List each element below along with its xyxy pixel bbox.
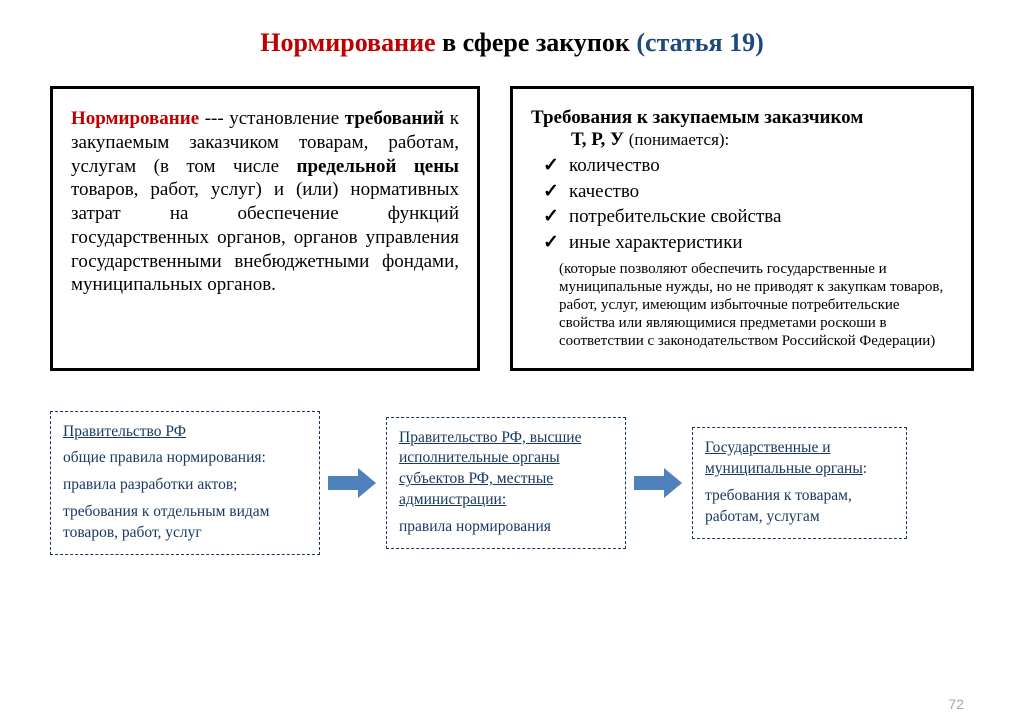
definition-lead: Нормирование <box>71 108 199 129</box>
requirements-list: количество качество потребительские свой… <box>531 153 953 256</box>
flow-box-2-title: Правительство РФ, высшие исполнительные … <box>399 429 581 509</box>
flow-box-1-line: общие правила нормирования: <box>63 449 266 466</box>
list-item: качество <box>541 179 953 205</box>
definition-text: Нормирование --- установление требований… <box>71 107 459 297</box>
list-item: иные характеристики <box>541 230 953 256</box>
flow-row: Правительство РФ общие правила нормирова… <box>50 411 974 556</box>
flow-box-2: Правительство РФ, высшие исполнительные … <box>386 417 626 550</box>
top-row: Нормирование --- установление требований… <box>50 86 974 371</box>
title-blue: (статья 19) <box>636 28 763 57</box>
page-number: 72 <box>948 696 964 712</box>
requirements-box: Требования к закупаемым заказчиком Т, Р,… <box>510 86 974 371</box>
definition-box: Нормирование --- установление требований… <box>50 86 480 371</box>
arrow-icon <box>328 468 378 498</box>
requirements-note: (которые позволяют обеспечить государств… <box>531 260 953 350</box>
list-item: потребительские свойства <box>541 204 953 230</box>
flow-box-3: Государственные и муниципальные органы: … <box>692 427 907 539</box>
flow-box-1-title: Правительство РФ <box>63 423 186 440</box>
list-item: количество <box>541 153 953 179</box>
page-title: Нормирование в сфере закупок (статья 19) <box>50 28 974 58</box>
flow-box-1-line: правила разработки актов; <box>63 476 237 493</box>
title-black: в сфере закупок <box>442 28 630 57</box>
requirements-head: Требования к закупаемым заказчиком Т, Р,… <box>531 107 953 151</box>
arrow-icon <box>634 468 684 498</box>
flow-box-1: Правительство РФ общие правила нормирова… <box>50 411 320 556</box>
flow-box-3-line: требования к товарам, работам, услугам <box>705 487 852 525</box>
flow-box-3-title: Государственные и муниципальные органы <box>705 439 863 477</box>
flow-box-2-line: правила нормирования <box>399 518 551 535</box>
title-red: Нормирование <box>260 28 435 57</box>
flow-box-1-line: требования к отдельным видам товаров, ра… <box>63 503 270 541</box>
